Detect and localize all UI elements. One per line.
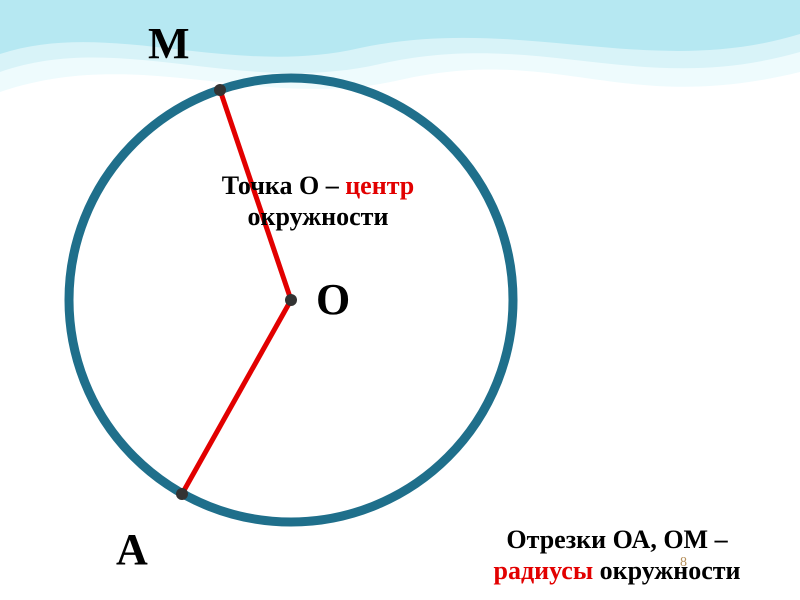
center-caption-text: окружности (248, 202, 389, 231)
point-o-center (285, 294, 297, 306)
center-caption: Точка О – центр окружности (178, 170, 458, 232)
radii-caption: Отрезки ОА, ОМ – радиусы окружности (447, 524, 787, 586)
point-m (214, 84, 226, 96)
label-m: М (148, 18, 190, 71)
label-a: А (116, 524, 148, 577)
slide: М О А Точка О – центр окружности Отрезки… (0, 0, 800, 600)
radii-caption-highlight: радиусы (493, 556, 599, 585)
center-caption-highlight: центр (345, 171, 414, 200)
radius-oa (182, 300, 291, 494)
radii-caption-text: окружности (600, 556, 741, 585)
radii-caption-line1: Отрезки ОА, ОМ – (447, 524, 787, 555)
point-a (176, 488, 188, 500)
label-o: О (316, 274, 350, 327)
page-number: 8 (680, 555, 687, 571)
center-caption-text: Точка О – (222, 171, 345, 200)
circle-diagram (0, 0, 800, 600)
